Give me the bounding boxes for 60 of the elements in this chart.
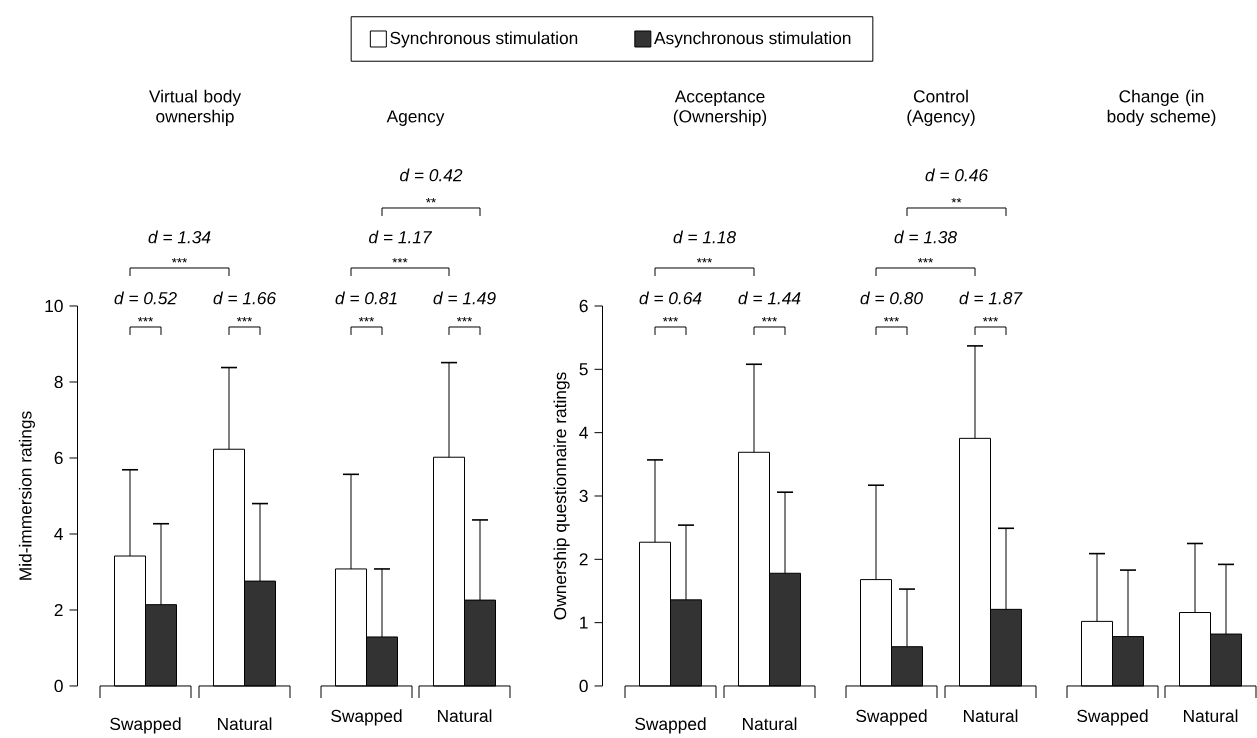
y-tick-label: 6: [54, 451, 63, 465]
annotation: ***: [883, 316, 900, 322]
chart-title: Control (Agency): [907, 89, 975, 126]
y-tick-label: 6: [579, 299, 588, 313]
text: ***: [917, 257, 934, 263]
text: d = 1.44: [738, 291, 801, 305]
x-tick-label: Natural: [963, 709, 1018, 723]
annotation: ***: [662, 316, 679, 322]
text: d = 0.52: [114, 291, 177, 305]
text: **: [426, 197, 436, 203]
annotation: ***: [982, 316, 999, 322]
chart-title: Agency: [386, 110, 445, 126]
x-tick-label: Swapped: [856, 709, 927, 726]
text: d = 1.17: [369, 230, 433, 244]
annotation: ***: [456, 316, 473, 322]
y-tick-label: 0: [579, 679, 588, 693]
x-tick-label: Swapped: [1077, 709, 1148, 726]
legend-label: Synchronous stimulation: [390, 31, 578, 48]
x-tick-label: Swapped: [110, 717, 181, 734]
x-tick-label: Natural: [217, 717, 272, 731]
x-tick-label: Swapped: [331, 709, 402, 726]
text: **: [951, 197, 962, 203]
chart-title: Acceptance (Ownership): [673, 90, 767, 126]
text: ***: [696, 257, 713, 263]
text: d = 1.18: [673, 230, 736, 244]
text: d = 1.49: [433, 291, 496, 305]
text: d = 1.66: [213, 291, 277, 305]
y-axis-title: Ownership questionnaire ratings: [553, 372, 570, 620]
text: d = 1.87: [959, 291, 1023, 305]
y-tick-label: 8: [54, 375, 63, 389]
y-tick-label: 10: [45, 299, 63, 313]
y-tick-label: 5: [579, 363, 588, 376]
y-tick-label: 2: [54, 603, 63, 617]
y-tick-label: 2: [579, 553, 588, 566]
y-tick-label: 4: [54, 528, 63, 540]
x-tick-label: Swapped: [635, 717, 706, 734]
text: d = 0.80: [860, 291, 923, 305]
annotation: ***: [236, 316, 253, 322]
x-tick-label: Natural: [1183, 709, 1238, 723]
x-tick-label: Natural: [742, 717, 797, 731]
text: ***: [392, 257, 408, 263]
y-tick-label: 3: [579, 489, 588, 503]
chart-title: Change (in body scheme): [1107, 89, 1216, 126]
y-tick-label: 4: [579, 426, 588, 439]
annotation: ***: [761, 316, 778, 322]
y-tick-label: 0: [54, 679, 63, 693]
annotation: ***: [358, 316, 375, 322]
text: d = 0.64: [639, 291, 702, 305]
text: d = 0.46: [925, 168, 989, 182]
y-axis-title: Mid-immersion ratings: [18, 411, 36, 580]
y-tick-label: 1: [580, 616, 588, 629]
text: d = 0.81: [335, 291, 397, 305]
text: d = 1.38: [894, 230, 957, 244]
x-tick-label: Natural: [437, 709, 492, 723]
text: d = 0.42: [400, 168, 463, 182]
annotation: ***: [137, 316, 154, 322]
chart-title: Virtual body ownership: [149, 89, 242, 126]
text: d = 1.34: [148, 230, 211, 244]
text: ***: [171, 257, 188, 263]
legend-label: Asynchronous stimulation: [654, 31, 851, 48]
